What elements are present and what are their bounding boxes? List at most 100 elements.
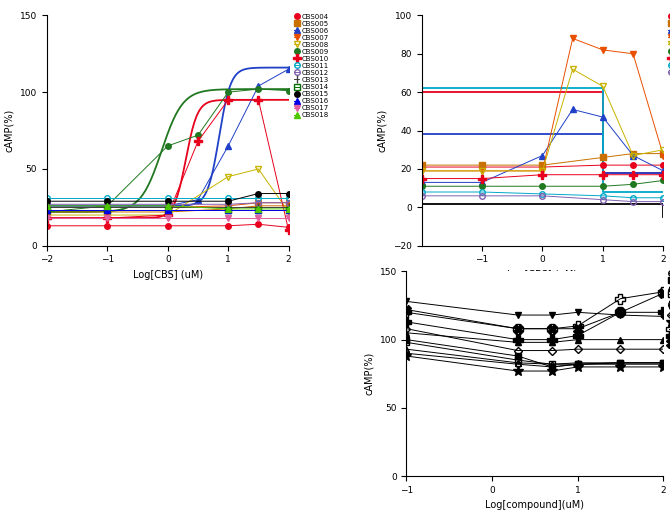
CBS017: [224, 215, 232, 221]
CBS026: [599, 193, 607, 199]
X-axis label: Log[compound](uM): Log[compound](uM): [485, 500, 584, 510]
CBS013: [43, 204, 51, 210]
CBS039: [548, 336, 556, 343]
CBS025: [599, 172, 607, 178]
CBS015: [103, 198, 111, 204]
CBS021: [478, 179, 486, 185]
CBS023: [629, 153, 637, 159]
Line: CBS037: CBS037: [401, 351, 668, 376]
CBS037: [574, 364, 582, 370]
CBS011: [163, 195, 172, 201]
CBS030: [403, 336, 411, 343]
CBS018: [224, 206, 232, 212]
CBS012: [103, 201, 111, 207]
CBS031: [403, 330, 411, 336]
CBS007: [255, 200, 263, 206]
CBS009: [285, 88, 293, 94]
CBS018: [103, 203, 111, 209]
Line: CBS034: CBS034: [404, 347, 666, 367]
CBS019: [539, 164, 547, 170]
CBS005: [224, 206, 232, 212]
CBS027: [599, 197, 607, 203]
Line: CBS022: CBS022: [419, 36, 666, 174]
Line: CBS023: CBS023: [419, 67, 666, 174]
CBS023: [417, 168, 425, 174]
CBS017: [163, 215, 172, 221]
CBS020: [478, 162, 486, 168]
CBS034: [514, 360, 522, 366]
CBS011: [103, 195, 111, 201]
Line: CBS016: CBS016: [44, 208, 291, 213]
CBS023: [599, 83, 607, 90]
CBS016: [43, 207, 51, 214]
CBS014: [224, 207, 232, 214]
Line: CBS010: CBS010: [43, 96, 293, 234]
CBS018: [285, 206, 293, 212]
CBS027: [659, 199, 667, 205]
CBS010: [103, 215, 111, 221]
CBS020: [417, 162, 425, 168]
CBS037: [548, 368, 556, 374]
CBS020: [629, 151, 637, 157]
CBS029: [403, 350, 411, 356]
CBS020: [599, 155, 607, 161]
CBS037: [616, 364, 624, 370]
CBS034: [659, 360, 667, 366]
CBS009: [103, 203, 111, 209]
Line: CBS015: CBS015: [44, 191, 291, 204]
CBS035: [514, 312, 522, 318]
CBS024: [629, 181, 637, 187]
CBS036: [548, 348, 556, 354]
CBS036: [659, 346, 667, 352]
CBS017: [43, 215, 51, 221]
CBS024: [539, 183, 547, 189]
CBS036: [403, 326, 411, 332]
CBS005: [103, 209, 111, 215]
Y-axis label: cAMP(%): cAMP(%): [364, 352, 374, 395]
CBS014: [285, 207, 293, 214]
CBS038: [514, 326, 522, 332]
CBS039: [514, 336, 522, 343]
CBS032: [403, 339, 411, 346]
Line: CBS005: CBS005: [44, 203, 291, 215]
CBS016: [285, 207, 293, 214]
CBS018: [255, 206, 263, 212]
Line: CBS008: CBS008: [44, 166, 291, 218]
CBS019: [478, 164, 486, 170]
Line: CBS031: CBS031: [404, 330, 666, 345]
CBS023: [569, 66, 577, 72]
CBS032: [616, 360, 624, 366]
CBS040: [514, 326, 522, 332]
CBS022: [478, 168, 486, 174]
CBS039: [403, 319, 411, 325]
Line: CBS004: CBS004: [44, 222, 291, 230]
Legend: CBS019, CBS020, CBS021, CBS022, CBS023, CBS024, CBS025, CBS026, CBS027: CBS019, CBS020, CBS021, CBS022, CBS023, …: [666, 11, 670, 79]
Line: CBS036: CBS036: [404, 326, 666, 353]
CBS032: [659, 360, 667, 366]
CBS025: [539, 172, 547, 178]
CBS009: [43, 209, 51, 215]
Y-axis label: cAMP(%): cAMP(%): [377, 109, 387, 152]
CBS029: [659, 361, 667, 367]
CBS012: [255, 200, 263, 206]
CBS012: [163, 201, 172, 207]
CBS036: [616, 346, 624, 352]
CBS029: [616, 361, 624, 367]
CBS031: [659, 336, 667, 343]
CBS026: [629, 195, 637, 201]
Legend: CBS004, CBS005, CBS006, CBS007, CBS008, CBS009, CBS010, CBS011, CBS012, CBS013, : CBS004, CBS005, CBS006, CBS007, CBS008, …: [291, 11, 332, 121]
CBS040: [403, 307, 411, 313]
Line: CBS025: CBS025: [417, 170, 667, 183]
CBS026: [478, 189, 486, 195]
CBS034: [616, 360, 624, 366]
CBS014: [255, 207, 263, 214]
CBS010: [194, 138, 202, 144]
Line: CBS020: CBS020: [419, 151, 666, 168]
CBS006: [194, 197, 202, 203]
Line: CBS012: CBS012: [44, 200, 291, 207]
CBS013: [163, 204, 172, 210]
Line: CBS029: CBS029: [404, 351, 666, 370]
CBS029: [548, 364, 556, 370]
CBS019: [659, 162, 667, 168]
CBS013: [285, 204, 293, 210]
